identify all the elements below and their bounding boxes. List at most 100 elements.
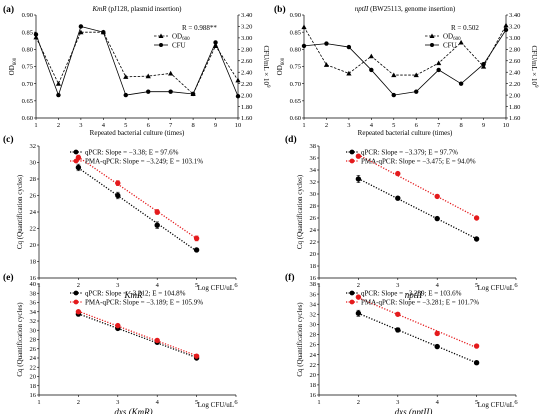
y2-tick-label: 3.40 (241, 12, 252, 19)
x-tick-label: 1 (34, 122, 37, 129)
pma-qpcr-point (434, 193, 440, 200)
x-tick-label: 2 (357, 282, 360, 289)
legend-label: qPCR: Slope = −3.38; E = 97.6% (85, 148, 179, 156)
pma-qpcr-point (193, 353, 200, 359)
od600-point (301, 24, 307, 30)
y2-tick-label: 3.00 (241, 35, 252, 42)
y-tick-label: 0.90 (22, 12, 33, 19)
pma-qpcr-point (395, 170, 401, 177)
qpcr-trendline (358, 178, 477, 240)
legend-cfu-marker (430, 43, 434, 47)
panel-title: nptII (BW25113, genome insertion) (355, 5, 456, 13)
od600-point (212, 43, 219, 48)
y2-tick-label: 2.00 (509, 92, 520, 99)
cfu-point (78, 24, 84, 29)
legend-label: PMA-qPCR: Slope = −3.475; E = 94.0% (361, 157, 476, 165)
y-tick-label: 40 (30, 281, 37, 288)
y-tick-label: 30 (310, 191, 317, 198)
y-tick-label: 34 (310, 167, 317, 174)
y-axis-label-left: OD600 (276, 57, 286, 75)
x-axis-gene-label: dxs (KmR) (114, 407, 152, 414)
y2-tick-label: 3.40 (509, 12, 520, 19)
pma-qpcr-point (355, 153, 362, 159)
cfu-point (301, 43, 307, 49)
y2-tick-label: 2.00 (241, 92, 252, 99)
y-axis-label: Cq (Quantification cycles) (16, 174, 24, 249)
y-tick-label: 28 (30, 337, 37, 344)
x-tick-label: 2 (57, 122, 60, 129)
pma-qpcr-point (434, 330, 440, 337)
od600-point (78, 29, 84, 35)
legend-marker (349, 290, 355, 296)
y-tick-label: 22 (310, 239, 317, 246)
y-axis-label-right-text: CFU/mL × 10 (262, 46, 270, 86)
panel-c: (c)161820222426283032123456Cq (Quantific… (3, 134, 238, 300)
legend-marker (349, 158, 355, 164)
legend-label: PMA-qPCR: Slope = −3.249; E = 103.1% (85, 157, 203, 165)
x-axis-gene-label: dxs (nptII) (395, 407, 433, 414)
panel-title-rest: (BW25113, genome insertion) (368, 5, 456, 13)
legend-marker (349, 149, 355, 155)
x-axis-gene-label: KmR (124, 290, 144, 300)
correlation-annotation: R = 0.988** (182, 24, 217, 32)
legend-od600-sub: 600 (453, 37, 461, 42)
series-cfu-line (303, 29, 507, 96)
legend-od600-text: OD (443, 32, 453, 40)
x-tick-label: 4 (156, 282, 160, 289)
x-tick-label: 5 (195, 282, 198, 289)
od600-point (503, 22, 509, 28)
legend-od600-marker (158, 33, 164, 38)
y-tick-label: 16 (310, 275, 317, 282)
y-tick-label: 0.60 (22, 115, 33, 122)
y2-tick-label: 2.60 (509, 58, 520, 65)
cfu-point (481, 62, 486, 67)
y-tick-label: 30 (30, 160, 37, 167)
y-tick-label: 20 (30, 242, 37, 249)
y-axis-label-right-sup: 9 (533, 85, 538, 88)
panel-label: (b) (274, 4, 286, 15)
y-axis-label-left-text: OD (8, 65, 16, 75)
cfu-point (146, 89, 151, 94)
legend-marker (349, 299, 355, 305)
x-tick-label: 1 (302, 122, 305, 129)
y2-tick-label: 2.40 (241, 69, 252, 76)
y-tick-label: 26 (30, 346, 37, 353)
x-axis-gene-label: nptII (405, 290, 423, 300)
panel-label: (f) (285, 272, 295, 283)
cfu-point (391, 92, 396, 98)
legend-od600-sub: 600 (182, 37, 190, 42)
od600-point (413, 72, 419, 78)
x-tick-label: 4 (156, 399, 160, 406)
cfu-point (101, 29, 106, 35)
x-tick-label: 8 (191, 122, 194, 129)
legend-cfu-marker (159, 43, 163, 47)
y-tick-label: 0.85 (290, 29, 301, 36)
panel-title-rest: (pJ128, plasmid insertion) (106, 5, 182, 13)
legend-label: qPCR: Slope = −3.379; E = 97.7% (361, 148, 458, 156)
od600-point (55, 81, 62, 86)
x-tick-label: 3 (116, 282, 119, 289)
qpcr-point (154, 222, 160, 228)
cfu-point (346, 44, 352, 50)
y-tick-label: 30 (310, 322, 317, 329)
y-tick-label: 22 (310, 362, 317, 369)
x-tick-label: 4 (436, 399, 440, 406)
x-tick-label: 1 (317, 399, 320, 406)
y2-tick-label: 1.80 (509, 104, 520, 111)
x-tick-label: 5 (475, 399, 478, 406)
x-axis-label: Repeated bacterial culture (times) (358, 129, 453, 137)
pma-qpcr-point (154, 209, 160, 215)
qpcr-point (473, 360, 480, 366)
x-tick-label: 6 (514, 282, 518, 289)
y-axis-label-right-sup: 9 (265, 85, 270, 88)
od600-point (168, 70, 174, 76)
qpcr-trendline (78, 313, 197, 359)
x-tick-label: 1 (37, 399, 40, 406)
qpcr-point (115, 192, 121, 199)
x-tick-label: 6 (234, 399, 238, 406)
x-tick-label: 2 (357, 399, 360, 406)
x-tick-label: 6 (415, 122, 419, 129)
y-tick-label: 26 (310, 215, 317, 222)
